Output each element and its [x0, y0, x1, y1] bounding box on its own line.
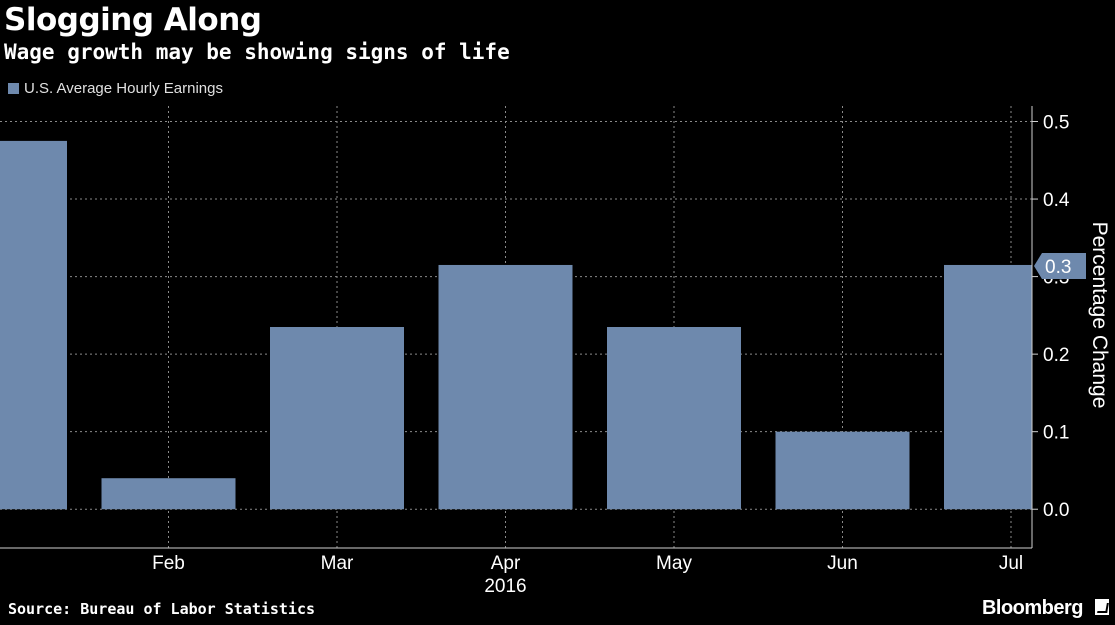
- bar-feb: [101, 478, 236, 510]
- chart-subtitle: Wage growth may be showing signs of life: [4, 40, 510, 64]
- legend-label: U.S. Average Hourly Earnings: [24, 80, 223, 97]
- x-tick-label-apr: Apr: [491, 553, 521, 574]
- y-tick-label-1: 0.1: [1043, 423, 1069, 444]
- y-tick-label-4: 0.4: [1043, 190, 1070, 211]
- bar-apr: [438, 264, 573, 510]
- bloomberg-logo: Bloomberg: [981, 597, 1084, 619]
- y-tick-label-2: 0.2: [1043, 345, 1069, 366]
- axes: 0.0 0.1 0.2 0.3 0.4 0.5 Feb Mar Apr May Jun Jul 2016…: [0, 106, 1111, 597]
- x-tick-label-may: May: [656, 553, 692, 574]
- bar-mar: [270, 327, 404, 510]
- legend: U.S. Average Hourly Earnings: [8, 80, 223, 97]
- bloomberg-mark-icon: [1095, 599, 1109, 615]
- bar-may: [607, 327, 741, 510]
- x-tick-label-feb: Feb: [152, 553, 185, 574]
- x-tick-label-jun: Jun: [827, 553, 858, 574]
- source-note: Source: Bureau of Labor Statistics: [8, 600, 316, 618]
- legend-swatch: [8, 83, 19, 94]
- bar-jul: [944, 264, 1032, 510]
- x-tick-label-jul: Jul: [999, 553, 1023, 574]
- bar-jan: [0, 140, 67, 510]
- x-year-label: 2016: [484, 576, 526, 597]
- y-tick-label-0: 0.0: [1043, 500, 1069, 521]
- bar-jun: [775, 431, 910, 510]
- x-tick-label-mar: Mar: [321, 553, 354, 574]
- y-axis-title: Percentage Change: [1088, 222, 1111, 409]
- y-tick-label-5: 0.5: [1043, 113, 1069, 134]
- last-value-tag: [1034, 252, 1086, 279]
- bars: [0, 140, 1032, 510]
- last-value-label: 0.3: [1045, 257, 1071, 278]
- chart-title: Slogging Along: [4, 2, 262, 38]
